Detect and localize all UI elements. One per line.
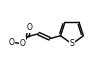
Text: O: O xyxy=(20,39,25,48)
Text: O: O xyxy=(27,23,33,32)
Text: S: S xyxy=(70,40,74,48)
Text: O: O xyxy=(9,38,15,47)
